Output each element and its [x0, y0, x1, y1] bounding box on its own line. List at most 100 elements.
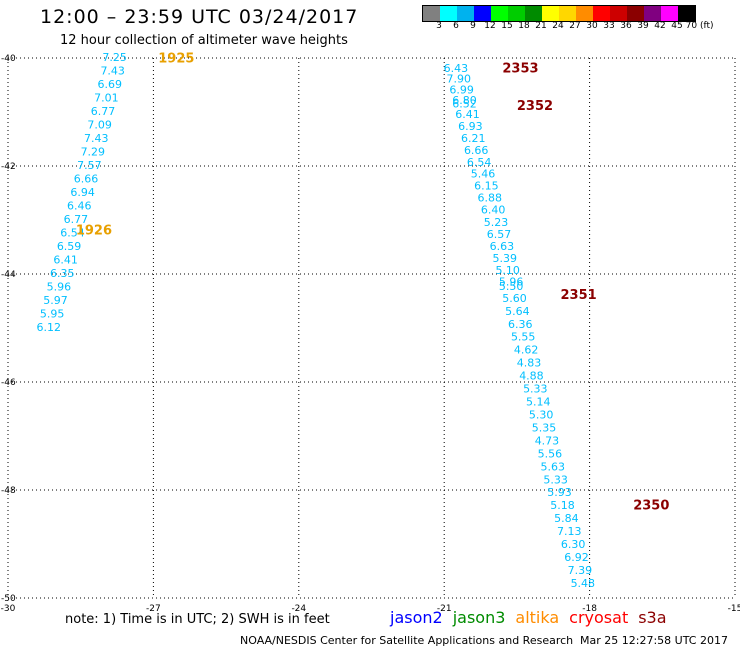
- color-scale-label: 21: [535, 21, 547, 31]
- satellite-legend-s3a: s3a: [638, 608, 667, 627]
- color-swatch-42: [644, 6, 661, 21]
- map-title: 12:00 – 23:59 UTC 03/24/2017: [40, 6, 359, 28]
- color-swatch-39: [627, 6, 644, 21]
- lon-tick-label: -24: [291, 604, 306, 614]
- wave-height-label: 6.77: [64, 213, 89, 226]
- wave-height-label: 5.33: [543, 473, 568, 486]
- track-time-label: 2352: [517, 99, 553, 114]
- wave-height-label: 6.12: [36, 321, 61, 334]
- color-scale-label: 36: [620, 21, 632, 31]
- color-scale-label: 3: [436, 21, 442, 31]
- wave-height-label: 5.64: [505, 305, 530, 318]
- wave-height-label: 7.39: [568, 564, 593, 577]
- wave-height-label: 5.63: [541, 460, 566, 473]
- wave-height-label: 6.63: [490, 240, 515, 253]
- wave-height-label: 6.69: [98, 78, 123, 91]
- color-scale-label: 33: [603, 21, 615, 31]
- wave-height-label: 6.57: [487, 228, 512, 241]
- color-scale-label: 42: [654, 21, 666, 31]
- wave-height-label: 5.95: [40, 308, 65, 321]
- wave-height-label: 6.43: [444, 62, 469, 75]
- wave-height-label: 6.88: [478, 191, 503, 204]
- wave-height-label: 7.25: [102, 51, 127, 64]
- wave-height-label: 6.41: [53, 254, 78, 267]
- wave-height-label: 6.92: [564, 551, 589, 564]
- color-swatch-45: [661, 6, 678, 21]
- color-scale-label: 27: [569, 21, 581, 31]
- usage-note: note: 1) Time is in UTC; 2) SWH is in fe…: [65, 612, 330, 627]
- wave-height-label: 5.33: [523, 383, 548, 396]
- satellite-legend: jason2 jason3 altika cryosat s3a: [390, 608, 677, 627]
- color-scale-label: 6: [453, 21, 459, 31]
- wave-height-label: 6.99: [449, 83, 474, 96]
- track-time-label: 2353: [502, 61, 538, 76]
- wave-height-label: 6.35: [50, 267, 75, 280]
- color-scale-label: 9: [470, 21, 476, 31]
- map-subtitle: 12 hour collection of altimeter wave hei…: [60, 33, 348, 48]
- wave-height-label: 5.10: [495, 264, 520, 277]
- wave-height-label: 6.46: [67, 200, 92, 213]
- wave-height-label: 6.80: [452, 94, 477, 107]
- color-swatch-6: [440, 6, 457, 21]
- color-swatch-70: [678, 6, 695, 21]
- wave-height-label: 7.09: [87, 119, 112, 132]
- wave-height-label: 6.40: [481, 203, 506, 216]
- color-swatch-9: [457, 6, 474, 21]
- wave-height-label: 5.56: [538, 447, 563, 460]
- wave-height-label: 4.88: [519, 370, 544, 383]
- wave-height-label: 6.54: [467, 156, 492, 169]
- wave-height-label: 5.30: [529, 408, 554, 421]
- color-swatch-21: [525, 6, 542, 21]
- wave-height-label: 6.30: [561, 538, 586, 551]
- wave-height-label: 6.59: [57, 240, 82, 253]
- wave-height-label: 5.35: [532, 421, 557, 434]
- track-time-label: 2351: [561, 288, 597, 303]
- lon-tick-label: -21: [437, 604, 452, 614]
- lon-tick-label: -18: [582, 604, 597, 614]
- wave-height-label: 5.55: [511, 331, 536, 344]
- wave-height-label: 6.52: [452, 97, 477, 110]
- wave-height-label: 7.57: [77, 159, 102, 172]
- wave-height-label: 5.96: [47, 281, 72, 294]
- wave-height-label: 7.29: [81, 146, 106, 159]
- lon-tick-label: -30: [1, 604, 16, 614]
- wave-height-label: 7.43: [84, 132, 109, 145]
- color-scale-label: 30: [586, 21, 598, 31]
- color-scale-label: 70 (ft): [685, 21, 714, 31]
- color-scale-label: 39: [637, 21, 649, 31]
- lat-tick-label: -42: [1, 162, 16, 172]
- wave-height-label: 6.77: [91, 105, 116, 118]
- wave-height-label: 6.36: [508, 318, 533, 331]
- track-time-label: 1926: [76, 223, 112, 238]
- lat-tick-label: -44: [1, 270, 16, 280]
- wave-height-label: 6.21: [461, 132, 486, 145]
- wave-height-label: 6.94: [70, 186, 95, 199]
- wave-height-label: 4.83: [517, 357, 542, 370]
- color-swatch-24: [542, 6, 559, 21]
- wave-height-label: 7.13: [557, 525, 582, 538]
- wave-height-label: 6.41: [455, 108, 480, 121]
- wave-height-label: 7.43: [100, 65, 125, 78]
- track-time-label: 1925: [158, 52, 194, 67]
- color-scale-label: 15: [501, 21, 513, 31]
- satellite-legend-cryosat: cryosat: [569, 608, 629, 627]
- color-swatch-33: [593, 6, 610, 21]
- wave-height-label: 6.15: [474, 180, 499, 193]
- wave-height-label: 5.46: [471, 168, 496, 181]
- color-swatch-12: [474, 6, 491, 21]
- wave-height-label: 5.96: [499, 276, 524, 289]
- color-scale-bar: [422, 5, 696, 22]
- wave-height-label: 7.90: [446, 73, 471, 86]
- wave-height-label: 5.39: [493, 252, 518, 265]
- lat-tick-label: -46: [1, 378, 16, 388]
- wave-height-label: 6.66: [464, 144, 489, 157]
- wave-height-label: 5.14: [526, 396, 551, 409]
- wave-height-label: 5.50: [499, 280, 524, 293]
- color-scale-label: 18: [518, 21, 530, 31]
- lat-tick-label: -50: [1, 594, 16, 604]
- track-time-label: 2350: [633, 499, 669, 514]
- lat-tick-label: -48: [1, 486, 16, 496]
- satellite-legend-altika: altika: [515, 608, 560, 627]
- color-scale-label: 24: [552, 21, 564, 31]
